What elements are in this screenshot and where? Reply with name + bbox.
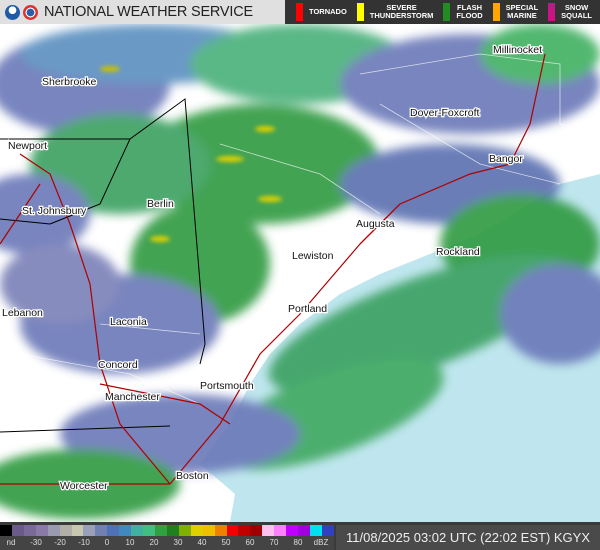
colorbar-segment [262,525,275,536]
highways [0,53,546,485]
warning-swatch [492,3,500,21]
warning-legend-item: SEVERE THUNDERSTORM [356,3,434,21]
state-borders [0,98,206,433]
city-label: Manchester [105,391,160,403]
city-label: Lebanon [2,307,43,319]
warning-legend-item: SNOW SQUALL [548,3,592,21]
colorbar-segment [309,525,322,536]
colorbar-segment [298,525,310,536]
colorbar-label: -30 [30,538,42,547]
brand: NATIONAL WEATHER SERVICE [0,0,285,24]
city-label: Dover-Foxcroft [410,107,480,119]
colorbar-segment [71,525,84,536]
colorbar-label: 30 [173,538,183,547]
colorbar-segment [0,525,12,536]
warning-legend-item: SPECIAL MARINE [492,3,539,21]
warning-legend-item: FLASH FLOOD [443,3,483,21]
warning-legend-item: TORNADO [296,3,347,21]
city-label: Newport [8,140,47,152]
colorbar-segment [35,525,48,536]
colorbar-segment [95,525,108,536]
warning-swatch [296,3,303,21]
city-label: Lewiston [292,250,334,262]
colorbar-segment [47,525,60,536]
colorbar-segment [286,525,299,536]
colorbar-segment [214,525,227,536]
page-title: NATIONAL WEATHER SERVICE [44,4,253,20]
county-borders [19,53,600,405]
warning-swatch [356,3,364,21]
warning-label: SPECIAL MARINE [505,3,539,20]
city-label: Concord [98,359,138,371]
colorbar-segment [107,525,120,536]
colorbar-segment [178,525,191,536]
radar-map[interactable]: Millinocket Sherbrooke Dover-Foxcroft Newpo… [0,24,600,522]
colorbar-label: 60 [245,538,255,547]
colorbar-segment [59,525,72,536]
colorbar-segment [11,525,24,536]
colorbar-segment [226,525,239,536]
city-label: Portsmouth [200,380,254,392]
city-label: Portland [288,303,327,315]
city-label: Laconia [110,316,147,328]
noaa-logo [5,4,20,20]
colorbar-label: nd [6,538,16,547]
colorbar-label: 70 [269,538,279,547]
colorbar-segment [190,525,203,536]
colorbar-segment [166,525,179,536]
colorbar-label: 40 [197,538,207,547]
colorbar-segment [23,525,36,536]
city-label: Rockland [436,246,480,258]
colorbar-label: 50 [221,538,231,547]
footer: nd -30 -20 -10 0 10 20 30 40 50 60 70 80 dBZ 11/08/20… [0,522,600,550]
warning-label: TORNADO [309,7,347,16]
timestamp: 11/08/2025 03:02 UTC (22:02 EST) KGYX [336,525,600,550]
city-label: St. Johnsbury [22,205,87,217]
city-label: Berlin [147,198,174,210]
city-label: Sherbrooke [42,76,96,88]
colorbar-segment [119,525,132,536]
colorbar-label: -10 [78,538,90,547]
colorbar-labels: nd -30 -20 -10 0 10 20 30 40 50 60 70 80 dBZ [0,536,334,550]
warning-swatch [443,3,451,21]
city-label: Augusta [356,218,395,230]
reflectivity-colorbar [0,525,334,536]
warning-label: SNOW SQUALL [561,3,593,20]
colorbar-label: 80 [293,538,303,547]
colorbar-segment [131,525,144,536]
warning-legend: TORNADO SEVERE THUNDERSTORM FLASH FLOOD SPECI… [296,3,600,21]
warning-label: SEVERE THUNDERSTORM [369,3,434,20]
colorbar-segment [83,525,96,536]
warning-label: FLASH FLOOD [456,3,483,20]
colorbar-label: 0 [104,538,110,547]
city-label: Bangor [489,153,523,165]
colorbar-segment [274,525,287,536]
colorbar-segment [154,525,167,536]
colorbar-label: -20 [54,538,66,547]
city-labels: Millinocket Sherbrooke Dover-Foxcroft Newpo… [1,43,544,494]
city-label: Worcester [60,480,108,492]
colorbar-label: 10 [125,538,135,547]
header: NATIONAL WEATHER SERVICE TORNADO SEVERE TH… [0,0,600,24]
nws-logo [23,4,38,20]
city-label: Boston [176,470,209,482]
colorbar-label: dBZ [313,538,329,547]
radar-reflectivity [0,24,600,519]
colorbar-segment [143,525,155,536]
colorbar-label: 20 [149,538,159,547]
colorbar-segment [321,525,334,536]
colorbar-segment [250,525,263,536]
colorbar-segment [238,525,251,536]
city-label: Millinocket [493,44,542,56]
colorbar-segment [202,525,215,536]
warning-swatch [548,3,556,21]
heavy-cells [100,66,282,242]
